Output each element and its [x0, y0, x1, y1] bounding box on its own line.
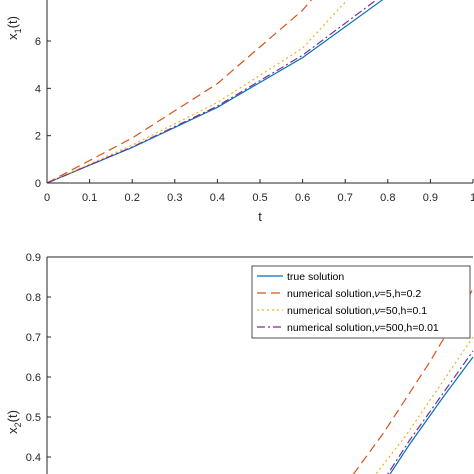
y-tick-label-x1: 0: [35, 178, 41, 190]
x-tick-label-x1: 0.3: [167, 192, 182, 204]
y-label-sub-x1: 1: [13, 28, 23, 33]
series-line-true-x2: [389, 356, 474, 474]
x-tick-label-x1: 0.6: [295, 192, 310, 204]
series-line-nu500-x1: [46, 0, 378, 184]
y-tick-label-x2: 0.8: [26, 292, 41, 304]
plot-area-x1: [47, 0, 473, 183]
series-line-nu50-x2: [375, 336, 474, 474]
x-tick-label-x1: 0.8: [380, 192, 395, 204]
legend-box: [251, 265, 471, 339]
y-tick-label-x2: 0.9: [26, 252, 41, 264]
ticks-x1: 0 0.1 0.2 0.3 0.4 0.5 0.6 0.7 0.8 0.9 1 0 2 4 6 8: [35, 0, 474, 204]
legend-entries: true solution numerical solution,ν=5,h=0.…: [257, 271, 439, 334]
y-axis-label-x1: x1(t): [5, 16, 23, 40]
x-tick-label-x1: 0.4: [210, 192, 225, 204]
y-label-main-x2: x: [5, 427, 20, 434]
legend-label-nu5: numerical solution,ν=5,h=0.2: [287, 288, 421, 300]
y-label-main-x1: x: [5, 33, 20, 40]
series-line-nu500-x2: [387, 350, 474, 474]
ticks-x2: 0.4 0.5 0.6 0.7 0.8 0.9: [26, 252, 51, 464]
x-tick-label-x1: 0.7: [338, 192, 353, 204]
y-label-sub-x2: 2: [13, 422, 23, 427]
x-axis-label-x1: t: [258, 209, 262, 224]
legend-label-nu50: numerical solution,ν=50,h=0.1: [287, 305, 427, 317]
series-group-x1: [46, 0, 384, 184]
x-tick-label-x1: 0: [44, 192, 50, 204]
x-tick-label-x1: 0.1: [82, 192, 97, 204]
series-line-nu5-x1: [46, 0, 313, 184]
y-tick-label-x1: 8: [35, 0, 41, 1]
y-tick-label-x2: 0.4: [26, 452, 41, 464]
legend: true solution numerical solution,ν=5,h=0.…: [251, 265, 471, 339]
x-tick-label-x1: 1: [470, 192, 474, 204]
x-tick-label-x1: 0.2: [125, 192, 140, 204]
x-tick-label-x1: 0.5: [252, 192, 267, 204]
series-line-nu50-x1: [46, 0, 349, 184]
y-tick-label-x2: 0.7: [26, 332, 41, 344]
y-tick-label-x1: 2: [35, 131, 41, 143]
y-label-tail-x2: (t): [5, 410, 20, 422]
subplot-x2: 0.4 0.5 0.6 0.7 0.8 0.9 x2(t) true solution nu…: [5, 252, 474, 474]
y-tick-label-x2: 0.5: [26, 412, 41, 424]
legend-label-true: true solution: [287, 271, 344, 283]
subplot-x1: 00.10.20.30.40.50.60.70.80.9102468 t x1(…: [5, 0, 474, 224]
x-tick-label-x1: 0.9: [423, 192, 438, 204]
y-axis-label-x2: x2(t): [5, 410, 23, 434]
series-group-x2: [352, 288, 474, 474]
y-label-tail-x1: (t): [5, 16, 20, 28]
y-tick-label-x2: 0.6: [26, 372, 41, 384]
y-tick-label-x1: 6: [35, 36, 41, 48]
y-tick-label-x1: 4: [35, 83, 41, 95]
legend-label-nu500: numerical solution,ν=500,h=0.01: [287, 322, 439, 334]
